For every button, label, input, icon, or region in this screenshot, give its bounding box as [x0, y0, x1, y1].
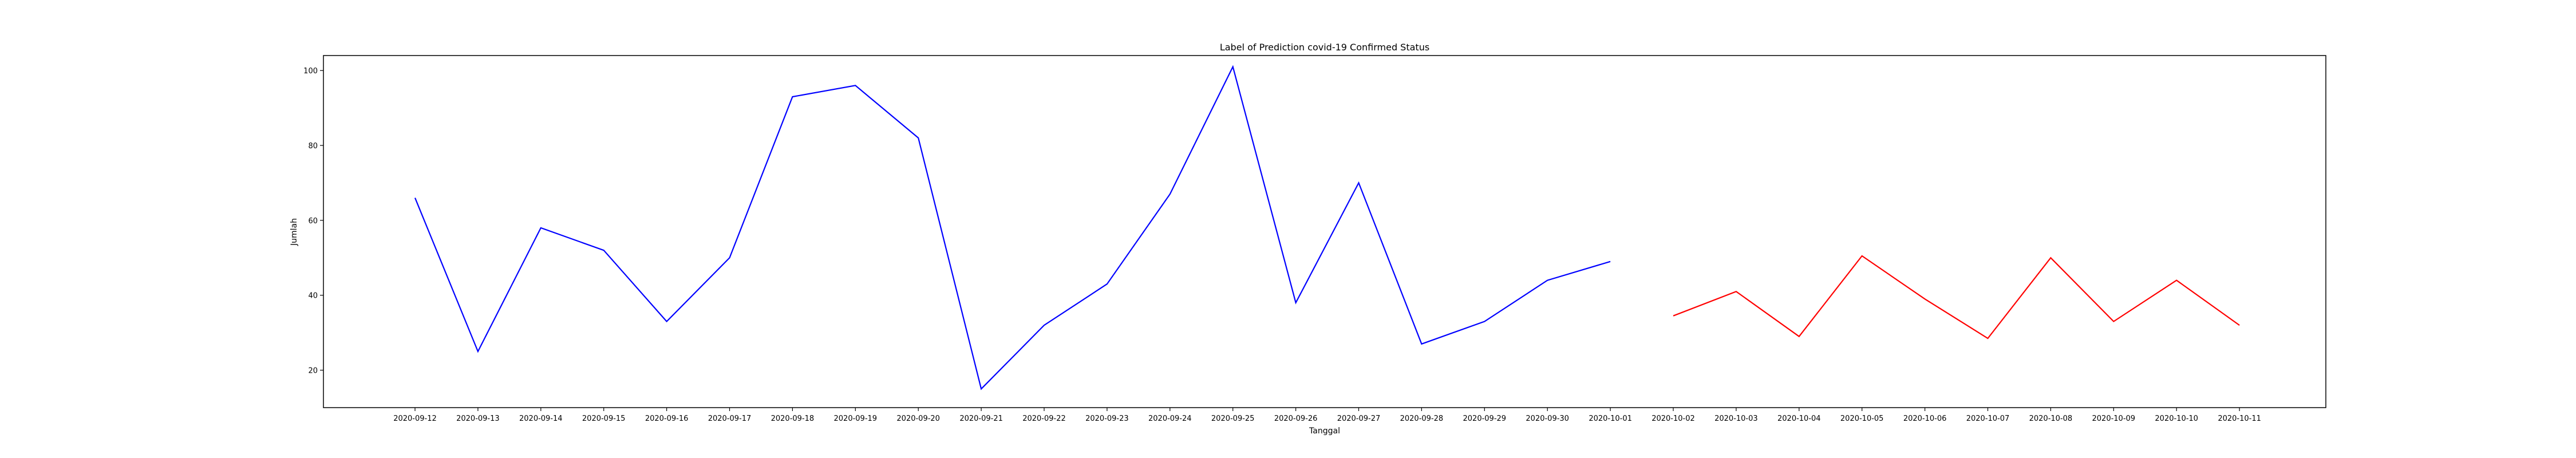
x-tick-label: 2020-10-08 [2029, 414, 2073, 423]
x-tick-label: 2020-09-24 [1148, 414, 1192, 423]
series-layer [414, 65, 2240, 390]
x-tick-label: 2020-10-06 [1903, 414, 1947, 423]
x-tick-label: 2020-09-22 [1022, 414, 1066, 423]
x-axis-label: Tanggal [1309, 427, 1340, 436]
y-tick-label: 60 [308, 217, 318, 226]
x-tick-label: 2020-09-30 [1526, 414, 1569, 423]
series-line-0 [414, 65, 1611, 390]
plot-area [323, 55, 2326, 408]
y-tick-label: 100 [303, 67, 318, 76]
x-tick-label: 2020-09-12 [393, 414, 437, 423]
x-tick-label: 2020-10-02 [1652, 414, 1695, 423]
x-tick-label: 2020-09-25 [1211, 414, 1255, 423]
x-tick-label: 2020-09-15 [582, 414, 626, 423]
x-tick-label: 2020-10-04 [1777, 414, 1821, 423]
x-tick-label: 2020-10-05 [1840, 414, 1884, 423]
series-line-1 [1673, 255, 2240, 339]
x-tick-label: 2020-09-26 [1274, 414, 1318, 423]
x-tick-label: 2020-10-09 [2092, 414, 2136, 423]
x-tick-label: 2020-10-01 [1589, 414, 1632, 423]
x-tick-label: 2020-09-20 [896, 414, 940, 423]
x-tick-label: 2020-10-07 [1966, 414, 2010, 423]
x-tick-label: 2020-09-18 [771, 414, 815, 423]
x-tick-label: 2020-09-17 [708, 414, 752, 423]
y-tick-label: 40 [308, 292, 318, 301]
x-tick-label: 2020-09-23 [1085, 414, 1129, 423]
y-tick-label: 80 [308, 142, 318, 151]
x-tick-label: 2020-09-16 [645, 414, 689, 423]
x-axis-ticks: 2020-09-12 2020-09-13 2020-09-14 2020-09-15… [393, 408, 2261, 423]
y-axis-label: Jumlah [290, 218, 299, 246]
x-tick-label: 2020-09-19 [834, 414, 878, 423]
x-tick-label: 2020-10-11 [2218, 414, 2261, 423]
x-tick-label: 2020-09-21 [959, 414, 1003, 423]
x-tick-label: 2020-09-13 [456, 414, 500, 423]
x-tick-label: 2020-09-29 [1463, 414, 1507, 423]
x-tick-label: 2020-10-10 [2155, 414, 2198, 423]
y-axis-ticks: 20 40 60 80 100 [303, 67, 323, 376]
x-tick-label: 2020-10-03 [1714, 414, 1758, 423]
chart-title: Label of Prediction covid-19 Confirmed S… [1220, 42, 1429, 53]
x-tick-label: 2020-09-28 [1400, 414, 1444, 423]
y-tick-label: 20 [308, 367, 318, 376]
x-tick-label: 2020-09-14 [519, 414, 563, 423]
x-tick-label: 2020-09-27 [1337, 414, 1381, 423]
